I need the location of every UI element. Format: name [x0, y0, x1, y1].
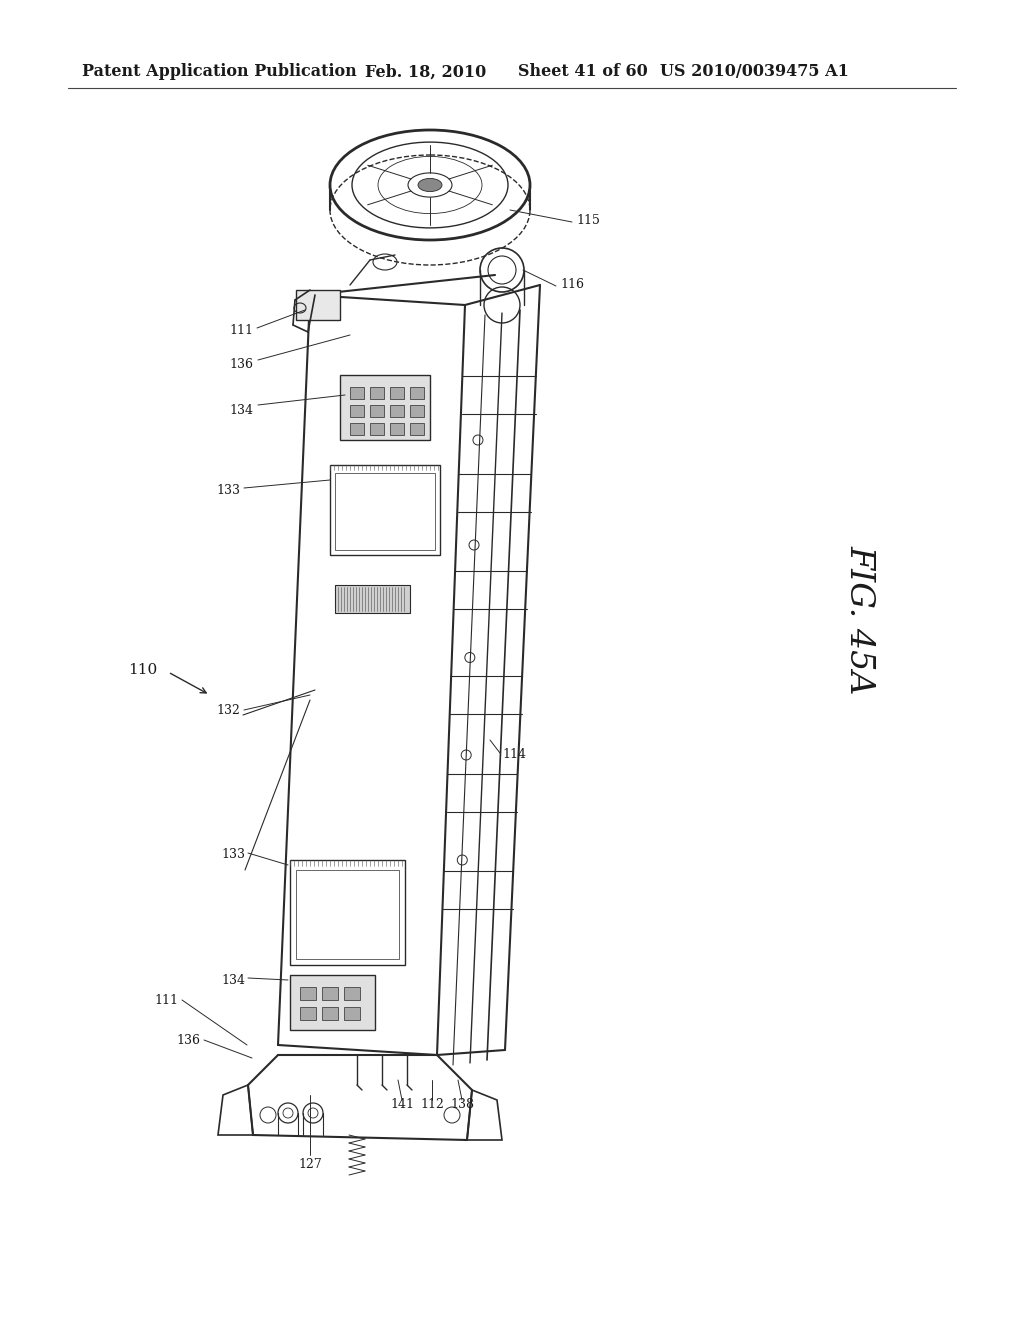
- Polygon shape: [340, 375, 430, 440]
- Text: 136: 136: [176, 1034, 200, 1047]
- Polygon shape: [300, 1007, 316, 1020]
- Text: 111: 111: [229, 323, 253, 337]
- Polygon shape: [350, 422, 364, 436]
- Text: 134: 134: [229, 404, 253, 417]
- Polygon shape: [370, 387, 384, 399]
- Text: 115: 115: [575, 214, 600, 227]
- Polygon shape: [344, 1007, 360, 1020]
- Text: Sheet 41 of 60: Sheet 41 of 60: [518, 63, 648, 81]
- Polygon shape: [322, 1007, 338, 1020]
- Polygon shape: [344, 987, 360, 1001]
- Polygon shape: [390, 405, 404, 417]
- Polygon shape: [290, 975, 375, 1030]
- Text: 133: 133: [216, 483, 240, 496]
- Polygon shape: [390, 422, 404, 436]
- Text: 111: 111: [154, 994, 178, 1006]
- Polygon shape: [370, 405, 384, 417]
- Text: Patent Application Publication: Patent Application Publication: [82, 63, 356, 81]
- Polygon shape: [300, 987, 316, 1001]
- Text: 114: 114: [502, 748, 526, 762]
- Polygon shape: [390, 387, 404, 399]
- Polygon shape: [410, 387, 424, 399]
- Text: US 2010/0039475 A1: US 2010/0039475 A1: [660, 63, 849, 81]
- Polygon shape: [335, 585, 410, 612]
- Polygon shape: [410, 422, 424, 436]
- Polygon shape: [410, 405, 424, 417]
- Text: 138: 138: [450, 1098, 474, 1111]
- Polygon shape: [296, 290, 340, 319]
- Text: 112: 112: [420, 1098, 444, 1111]
- Text: 116: 116: [560, 279, 584, 292]
- Text: Feb. 18, 2010: Feb. 18, 2010: [365, 63, 486, 81]
- Text: 132: 132: [216, 704, 240, 717]
- Polygon shape: [350, 387, 364, 399]
- Polygon shape: [322, 987, 338, 1001]
- Text: 110: 110: [128, 663, 158, 677]
- Text: 141: 141: [390, 1098, 414, 1111]
- Text: 133: 133: [221, 849, 245, 862]
- Polygon shape: [350, 405, 364, 417]
- Polygon shape: [370, 422, 384, 436]
- Ellipse shape: [418, 178, 442, 191]
- Text: 127: 127: [298, 1159, 322, 1172]
- Text: 136: 136: [229, 359, 253, 371]
- Text: 134: 134: [221, 974, 245, 986]
- Text: FIG. 45A: FIG. 45A: [844, 545, 876, 694]
